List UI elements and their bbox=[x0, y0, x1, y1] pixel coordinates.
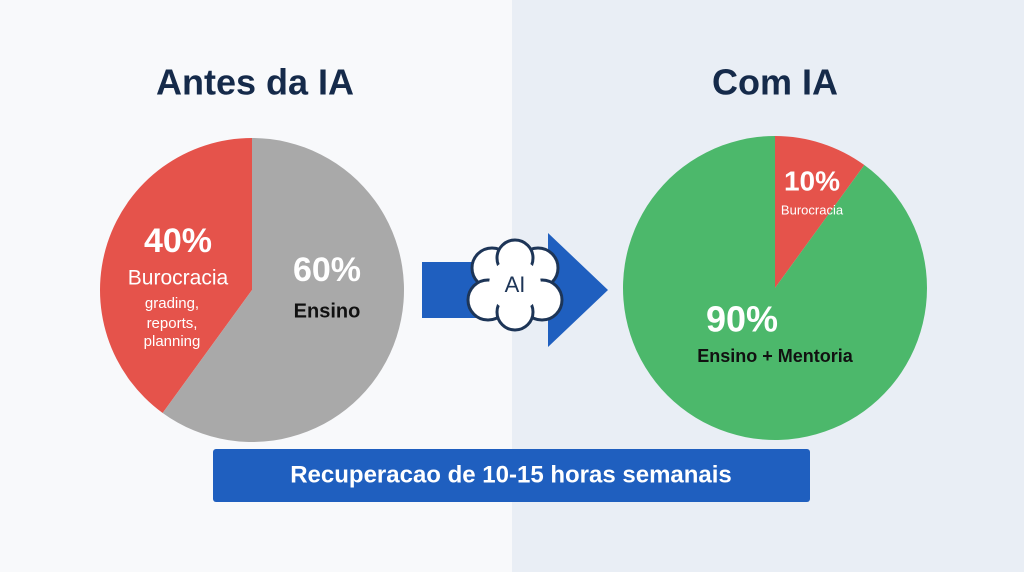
pie-slice bbox=[775, 136, 865, 288]
chart-title: Antes da IA bbox=[156, 62, 354, 103]
annotation: reports, bbox=[147, 315, 198, 332]
annotation: grading, bbox=[145, 295, 199, 312]
value-label: 40% bbox=[144, 222, 212, 260]
chart-title: Com IA bbox=[712, 62, 838, 103]
pie-slice bbox=[162, 138, 405, 442]
icon-label: AI bbox=[505, 272, 526, 297]
category-label: Ensino bbox=[294, 300, 361, 322]
banner bbox=[213, 449, 810, 502]
annotation: planning bbox=[144, 333, 201, 350]
value-label: 90% bbox=[706, 299, 778, 340]
category-label: Burocracia bbox=[781, 202, 844, 217]
banner-text: Recuperacao de 10-15 horas semanais bbox=[290, 461, 732, 488]
value-label: 60% bbox=[293, 251, 361, 289]
category-label: Ensino + Mentoria bbox=[697, 346, 854, 366]
value-label: 10% bbox=[784, 165, 840, 196]
brain-icon bbox=[466, 238, 564, 332]
category-label: Burocracia bbox=[128, 267, 229, 290]
pie-slice bbox=[100, 138, 253, 413]
pie-slice bbox=[623, 135, 927, 440]
